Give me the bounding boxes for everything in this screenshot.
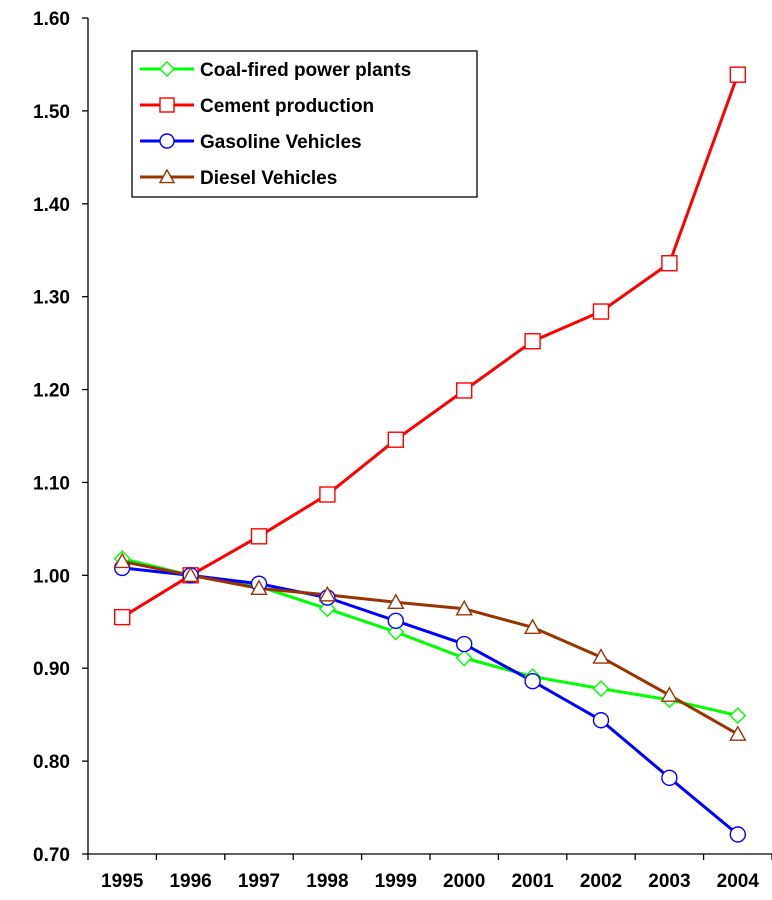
x-tick-label: 1999 xyxy=(375,871,417,892)
x-tick-label: 2002 xyxy=(580,871,622,892)
data-point-square xyxy=(729,66,746,83)
data-point-triangle xyxy=(523,618,542,635)
data-point-triangle xyxy=(387,593,405,609)
series-line-circle xyxy=(122,566,739,836)
data-point-triangle xyxy=(318,585,337,602)
data-point-triangle xyxy=(250,579,268,596)
data-point-diamond xyxy=(387,623,405,641)
series-markers xyxy=(113,66,747,843)
legend-label: Coal-fired power plants xyxy=(200,60,411,81)
data-point-triangle xyxy=(660,686,679,702)
x-tick-label: 1997 xyxy=(238,871,280,892)
x-tick-label: 2003 xyxy=(648,871,690,892)
legend-marker-circle xyxy=(159,133,175,149)
data-point-circle xyxy=(524,673,541,690)
data-point-square xyxy=(661,255,678,272)
data-point-square xyxy=(387,431,404,448)
data-point-triangle xyxy=(592,648,610,664)
data-point-circle xyxy=(456,635,473,653)
data-point-square xyxy=(113,608,131,626)
series-line-diamond xyxy=(121,557,739,718)
y-tick-label: 1.00 xyxy=(33,566,70,587)
data-point-triangle xyxy=(181,566,200,583)
y-tick-label: 1.30 xyxy=(33,288,70,309)
chart-axes: 0.70 0.80 0.90 1.00 1.10 1.20 1.30 1.40 1.50 1.60… xyxy=(33,9,772,892)
series-line-triangle xyxy=(121,559,739,736)
data-point-diamond xyxy=(592,680,610,698)
x-tick-label: 1995 xyxy=(101,871,144,892)
y-tick-label: 1.40 xyxy=(33,195,70,216)
legend-marker-diamond xyxy=(159,61,175,77)
data-point-triangle xyxy=(455,599,473,616)
series-line-square xyxy=(121,74,740,619)
data-point-diamond xyxy=(455,649,473,667)
legend-marker-triangle xyxy=(158,168,176,184)
data-point-circle xyxy=(729,826,746,843)
x-tick-label: 1998 xyxy=(306,871,348,892)
legend-label: Cement production xyxy=(200,96,374,117)
y-tick-label: 1.10 xyxy=(33,473,70,494)
data-point-diamond xyxy=(729,707,747,725)
legend: Coal-fired power plants Cement production… xyxy=(131,50,478,198)
data-point-square xyxy=(524,333,541,350)
data-point-square xyxy=(319,486,336,503)
legend-marker-square xyxy=(159,97,175,113)
y-tick-label: 1.50 xyxy=(33,102,70,123)
y-tick-label: 0.80 xyxy=(33,752,70,773)
y-tick-label: 0.70 xyxy=(33,845,70,866)
x-tick-label: 2000 xyxy=(443,871,485,892)
data-point-square xyxy=(592,303,610,320)
data-point-square xyxy=(250,528,268,545)
series-lines xyxy=(121,74,740,836)
data-point-circle xyxy=(661,769,678,787)
y-tick-label: 1.20 xyxy=(33,381,70,402)
x-tick-label: 1996 xyxy=(169,871,211,892)
y-tick-label: 1.60 xyxy=(33,9,70,30)
data-point-square xyxy=(456,382,473,399)
legend-label: Gasoline Vehicles xyxy=(200,132,362,153)
y-tick-label: 0.90 xyxy=(33,659,70,680)
data-point-circle xyxy=(387,612,404,630)
x-tick-label: 2001 xyxy=(511,871,554,892)
data-point-circle xyxy=(592,712,610,729)
data-point-triangle xyxy=(113,552,131,569)
legend-box xyxy=(131,50,478,198)
legend-label: Diesel Vehicles xyxy=(200,168,337,189)
x-tick-label: 2004 xyxy=(717,871,760,892)
data-point-triangle xyxy=(729,725,747,741)
data-point-diamond xyxy=(318,600,336,618)
